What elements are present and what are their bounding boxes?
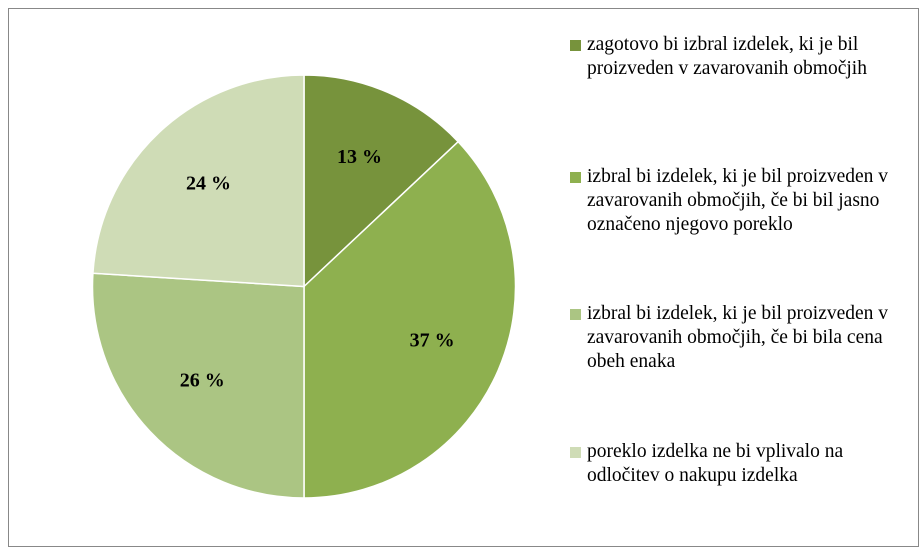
legend-item: poreklo izdelka ne bi vplivalo na odloči… [570, 440, 915, 488]
pie-slice [92, 74, 305, 288]
legend-item: izbral bi izdelek, ki je bil proizveden … [570, 302, 915, 374]
legend-label: izbral bi izdelek, ki je bil proizveden … [587, 303, 889, 372]
data-label: 26 % [180, 370, 225, 392]
legend-label: poreklo izdelka ne bi vplivalo na odloči… [587, 441, 844, 486]
legend-swatch [570, 447, 581, 458]
legend-item: izbral bi izdelek, ki je bil proizveden … [570, 165, 915, 237]
legend-label: zagotovo bi izbral izdelek, ki je bil pr… [587, 34, 867, 79]
legend-item: zagotovo bi izbral izdelek, ki je bil pr… [570, 33, 915, 81]
legend-swatch [570, 309, 581, 320]
legend-label: izbral bi izdelek, ki je bil proizveden … [587, 166, 889, 235]
pie-slice [303, 74, 460, 289]
data-label: 13 % [337, 146, 382, 168]
data-label: 24 % [186, 172, 231, 194]
data-label: 37 % [410, 330, 455, 352]
legend-swatch [570, 172, 581, 183]
legend-swatch [570, 40, 581, 51]
pie-slice [303, 140, 517, 499]
pie-slice [91, 272, 305, 499]
